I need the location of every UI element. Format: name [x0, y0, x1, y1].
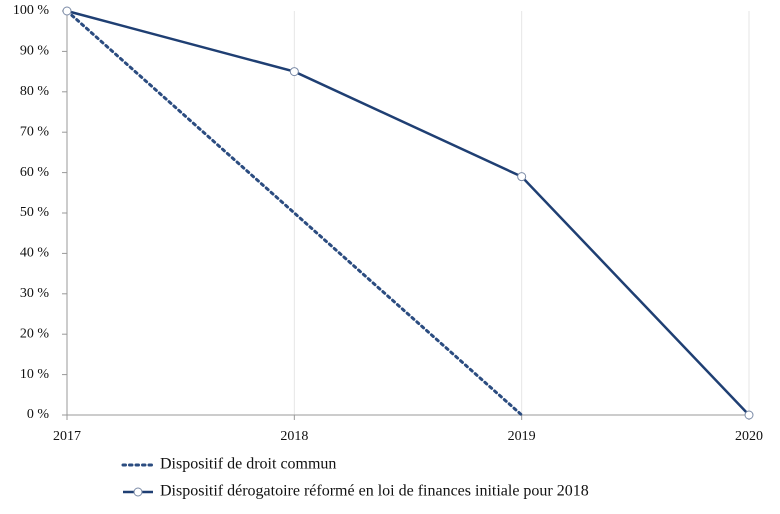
y-tick-label: 20 %	[20, 326, 50, 341]
point-marker	[289, 67, 299, 77]
legend-label: Dispositif de droit commun	[160, 456, 336, 473]
y-tick-label: 10 %	[20, 367, 50, 382]
x-tick-label: 2019	[508, 429, 536, 444]
y-tick-label: 40 %	[20, 246, 50, 261]
point-marker	[744, 410, 754, 420]
y-tick-label: 100 %	[13, 3, 50, 18]
y-tick-label: 50 %	[20, 205, 50, 220]
point-marker	[62, 6, 72, 16]
x-tick-label: 2020	[735, 429, 763, 444]
y-tick-label: 60 %	[20, 165, 50, 180]
y-tick-label: 70 %	[20, 124, 50, 139]
x-tick-label: 2017	[53, 429, 81, 444]
y-tick-label: 30 %	[20, 286, 50, 301]
legend-marker	[133, 487, 143, 497]
x-tick-label: 2018	[280, 429, 308, 444]
series-line	[65, 9, 524, 417]
series-line	[66, 9, 750, 416]
point-marker	[517, 172, 527, 182]
y-tick-label: 0 %	[27, 407, 50, 422]
y-tick-label: 90 %	[20, 44, 50, 59]
y-tick-label: 80 %	[20, 84, 50, 99]
legend-label: Dispositif dérogatoire réformé en loi de…	[160, 483, 589, 500]
